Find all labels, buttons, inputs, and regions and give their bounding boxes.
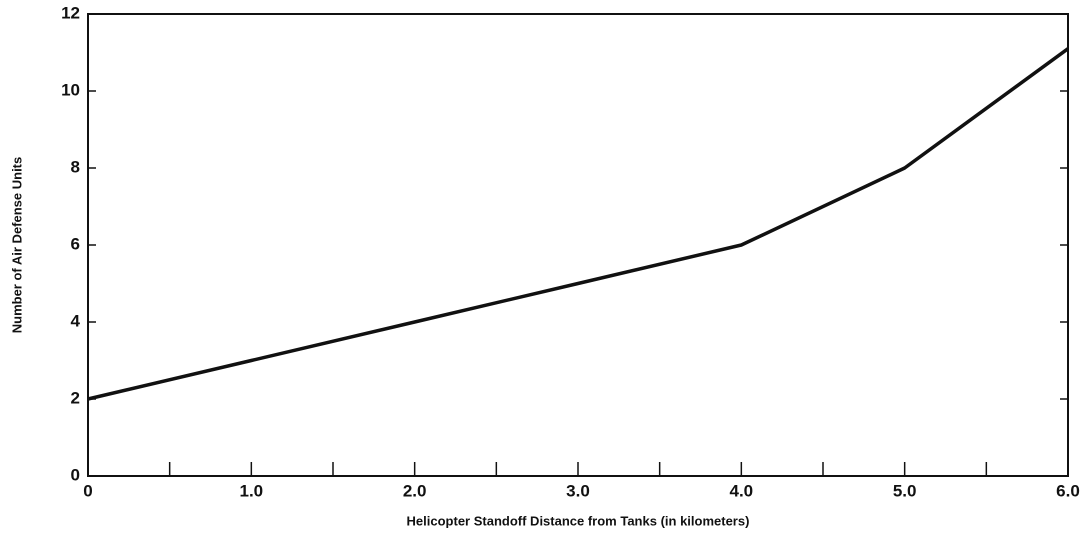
x-tick-label: 4.0 <box>730 481 754 500</box>
x-tick-label: 6.0 <box>1056 481 1080 500</box>
y-tick-label: 10 <box>61 80 80 99</box>
y-tick-label: 8 <box>71 157 80 176</box>
x-tick-label: 1.0 <box>240 481 264 500</box>
y-tick-label: 4 <box>71 311 81 330</box>
data-line <box>87 47 1070 401</box>
y-tick-label: 6 <box>71 234 80 253</box>
x-tick-label: 0 <box>83 481 92 500</box>
x-axis-label: Helicopter Standoff Distance from Tanks … <box>407 513 750 528</box>
y-tick-label: 2 <box>71 388 80 407</box>
y-axis-label: Number of Air Defense Units <box>9 157 24 334</box>
x-tick-label: 5.0 <box>893 481 917 500</box>
x-tick-label: 2.0 <box>403 481 427 500</box>
y-tick-label: 0 <box>71 465 80 484</box>
y-tick-label: 12 <box>61 3 80 22</box>
x-tick-label: 3.0 <box>566 481 590 500</box>
plot-frame <box>87 13 1069 477</box>
